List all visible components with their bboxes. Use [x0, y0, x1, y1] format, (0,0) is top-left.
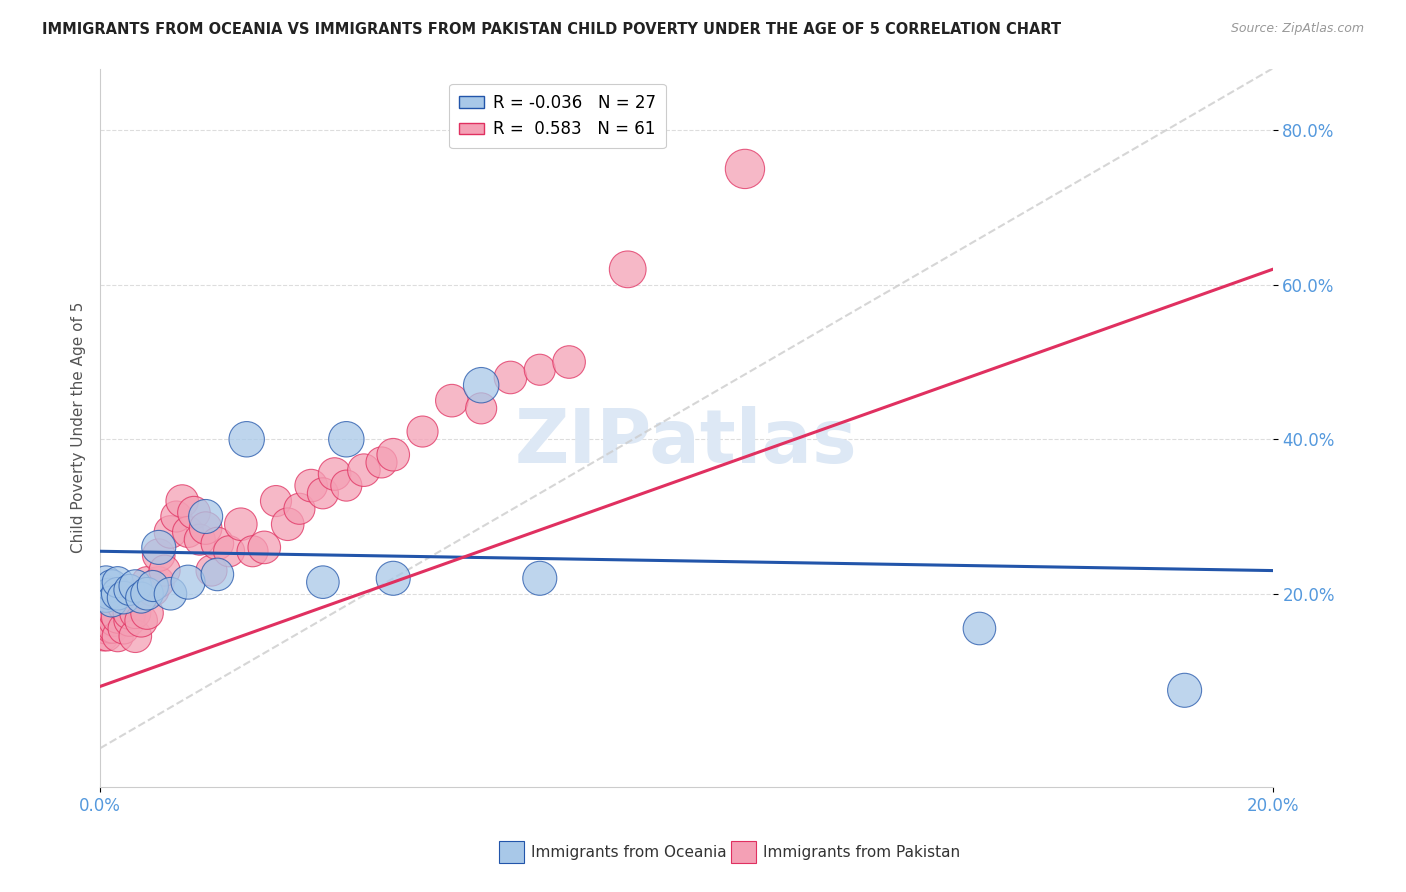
- Point: [177, 575, 200, 590]
- Point: [100, 622, 122, 636]
- Text: Immigrants from Oceania: Immigrants from Oceania: [531, 845, 727, 860]
- Point: [136, 587, 159, 601]
- Text: IMMIGRANTS FROM OCEANIA VS IMMIGRANTS FROM PAKISTAN CHILD POVERTY UNDER THE AGE : IMMIGRANTS FROM OCEANIA VS IMMIGRANTS FR…: [42, 22, 1062, 37]
- Point: [370, 455, 392, 469]
- Point: [101, 579, 124, 593]
- Point: [94, 575, 117, 590]
- Text: Source: ZipAtlas.com: Source: ZipAtlas.com: [1230, 22, 1364, 36]
- Point: [107, 587, 129, 601]
- Point: [142, 579, 165, 593]
- Point: [188, 533, 211, 547]
- Point: [323, 467, 346, 481]
- Point: [353, 463, 375, 477]
- Point: [136, 575, 159, 590]
- Point: [194, 509, 217, 524]
- Point: [207, 536, 229, 550]
- Point: [242, 544, 264, 558]
- Point: [183, 506, 205, 520]
- Point: [129, 614, 152, 628]
- Point: [118, 591, 141, 605]
- Point: [218, 544, 240, 558]
- Point: [124, 606, 146, 620]
- Point: [470, 378, 492, 392]
- Point: [335, 478, 357, 492]
- Point: [288, 501, 311, 516]
- Point: [277, 517, 299, 532]
- Point: [335, 432, 357, 446]
- Point: [299, 478, 322, 492]
- Point: [94, 591, 117, 605]
- Point: [94, 622, 117, 636]
- Point: [264, 494, 287, 508]
- Point: [1174, 683, 1197, 698]
- Point: [200, 564, 222, 578]
- Point: [97, 614, 120, 628]
- Point: [159, 524, 181, 539]
- Point: [96, 629, 118, 643]
- Point: [165, 509, 187, 524]
- Point: [91, 582, 114, 597]
- Point: [412, 425, 434, 439]
- Point: [969, 622, 991, 636]
- Point: [312, 486, 335, 500]
- Point: [107, 610, 129, 624]
- Legend: R = -0.036   N = 27, R =  0.583   N = 61: R = -0.036 N = 27, R = 0.583 N = 61: [449, 84, 665, 148]
- Point: [118, 582, 141, 597]
- Point: [142, 582, 165, 597]
- Point: [440, 393, 463, 408]
- Point: [129, 587, 152, 601]
- Point: [207, 567, 229, 582]
- Point: [98, 606, 121, 620]
- Y-axis label: Child Poverty Under the Age of 5: Child Poverty Under the Age of 5: [72, 302, 86, 553]
- Point: [118, 614, 141, 628]
- Text: Immigrants from Pakistan: Immigrants from Pakistan: [763, 845, 960, 860]
- Point: [129, 591, 152, 605]
- Point: [118, 606, 141, 620]
- Point: [103, 614, 125, 628]
- Point: [499, 370, 522, 384]
- Point: [177, 524, 200, 539]
- Point: [382, 571, 405, 585]
- Point: [616, 262, 638, 277]
- Point: [101, 622, 124, 636]
- Point: [172, 494, 194, 508]
- Point: [159, 587, 181, 601]
- Point: [734, 161, 756, 176]
- Point: [91, 622, 114, 636]
- Point: [470, 401, 492, 416]
- Point: [153, 564, 176, 578]
- Point: [529, 571, 551, 585]
- Point: [382, 448, 405, 462]
- Point: [558, 355, 581, 369]
- Point: [104, 606, 127, 620]
- Point: [253, 541, 276, 555]
- Point: [229, 517, 252, 532]
- Point: [101, 606, 124, 620]
- Point: [148, 575, 170, 590]
- Point: [529, 363, 551, 377]
- Point: [97, 587, 120, 601]
- Point: [124, 579, 146, 593]
- Point: [148, 548, 170, 562]
- Point: [93, 629, 115, 643]
- Point: [90, 606, 112, 620]
- Point: [235, 432, 257, 446]
- Text: ZIPatlas: ZIPatlas: [515, 406, 858, 478]
- Point: [112, 622, 135, 636]
- Point: [107, 575, 129, 590]
- Point: [124, 629, 146, 643]
- Point: [112, 591, 135, 605]
- Point: [194, 521, 217, 535]
- Point: [112, 599, 135, 613]
- Point: [101, 594, 124, 608]
- Point: [94, 614, 117, 628]
- Point: [136, 606, 159, 620]
- Point: [312, 575, 335, 590]
- Point: [107, 629, 129, 643]
- Point: [148, 541, 170, 555]
